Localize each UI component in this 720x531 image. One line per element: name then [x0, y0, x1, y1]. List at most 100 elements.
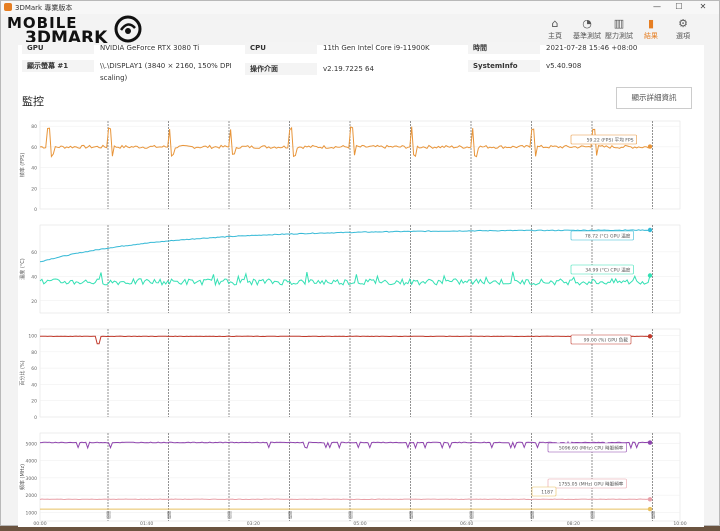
- series-end-marker: [647, 506, 653, 512]
- y-tick-label: 40: [31, 274, 37, 280]
- show-details-button[interactable]: 顯示詳細資訊: [616, 87, 692, 109]
- monitoring-charts: 0 20 40 60 80 幀率 (FPS) 59.22 (FPS) 平均 FPS 20 40 6…: [18, 115, 704, 527]
- y-tick-label: 0: [34, 207, 37, 213]
- y-tick-label: 0: [34, 415, 37, 421]
- monitoring-title: 監控: [22, 95, 44, 108]
- display-value: \\.\DISPLAY1 (3840 × 2160, 150% DPI scal…: [100, 62, 232, 82]
- loop-marker-label: 迴圈: [347, 511, 353, 519]
- x-tick-label: 10:00: [673, 521, 686, 527]
- time-value: 2021-07-28 15:46 +08:00: [546, 44, 638, 52]
- y-tick-label: 60: [31, 366, 37, 372]
- y-tick-label: 20: [31, 299, 37, 305]
- top-navigation: ⌂ 主頁 ◔ 基準測試 ▥ 壓力測試 ▮ 結果 ⚙ 選項: [539, 17, 699, 45]
- nav-stress-label: 壓力測試: [605, 32, 633, 40]
- logo-line1: MOBILE: [7, 14, 78, 32]
- series-end-marker: [647, 273, 653, 278]
- legend-label: 1187: [541, 490, 553, 496]
- os-label: 操作介面: [245, 63, 317, 75]
- legend-label: 59.22 (FPS) 平均 FPS: [587, 137, 634, 144]
- nav-benchmarks[interactable]: ◔ 基準測試: [571, 17, 603, 45]
- y-tick-label: 20: [31, 399, 37, 405]
- series-line-GPU 負載: [39, 335, 651, 345]
- y-tick-label: 20: [31, 186, 37, 192]
- nav-home[interactable]: ⌂ 主頁: [539, 17, 571, 45]
- time-label: 時間: [468, 42, 540, 54]
- display-label: 顯示螢幕 #1: [22, 60, 94, 72]
- loop-marker-label: 迴圈: [166, 511, 172, 519]
- sysinfo-value: v5.40.908: [546, 62, 582, 70]
- series-end-marker: [647, 144, 653, 149]
- y-tick-label: 60: [31, 145, 37, 151]
- cpu-label: CPU: [245, 42, 317, 54]
- series-end-marker: [647, 227, 653, 233]
- legend-label: 5096.60 (MHz) CPU 時脈頻率: [559, 445, 624, 452]
- y-axis-label: 溫度 (°C): [19, 258, 26, 280]
- y-tick-label: 80: [31, 350, 37, 356]
- y-tick-label: 100: [28, 334, 37, 340]
- gpu-label: GPU: [22, 42, 94, 54]
- series-line-GPU 時脈頻率: [39, 498, 651, 501]
- loop-marker-label: 迴圈: [226, 511, 232, 519]
- legend-label: 99.00 (%) GPU 負載: [584, 337, 629, 344]
- loop-marker-label: 迴圈: [589, 511, 595, 519]
- app-icon: [4, 3, 12, 11]
- series-end-marker: [647, 334, 653, 339]
- title-bar: 3DMark 專業版本 — ☐ ✕: [1, 1, 719, 14]
- monitoring-chart-svg: 0 20 40 60 80 幀率 (FPS) 59.22 (FPS) 平均 FPS 20 40 6…: [19, 120, 687, 527]
- legend-label: 1755.05 (MHz) GPU 時脈頻率: [559, 481, 624, 488]
- chart-panel-0: [39, 120, 681, 210]
- logo-mark-icon: [114, 15, 142, 43]
- y-tick-label: 40: [31, 382, 37, 388]
- results-content: GPU NVIDIA GeForce RTX 3080 Ti 顯示螢幕 #1 \…: [18, 42, 704, 527]
- nav-results[interactable]: ▮ 結果: [635, 17, 667, 45]
- y-tick-label: 2000: [26, 493, 38, 499]
- gear-icon: ⚙: [678, 17, 688, 30]
- series-end-marker: [647, 440, 653, 445]
- nav-benchmarks-label: 基準測試: [573, 32, 601, 40]
- x-tick-label: 00:00: [33, 521, 46, 527]
- x-tick-label: 06:40: [460, 521, 473, 527]
- loop-marker-label: 迴圈: [468, 511, 474, 519]
- y-tick-label: 40: [31, 166, 37, 172]
- minimize-button[interactable]: —: [653, 2, 661, 11]
- gpu-value: NVIDIA GeForce RTX 3080 Ti: [100, 44, 200, 52]
- y-tick-label: 3000: [26, 476, 38, 482]
- close-button[interactable]: ✕: [699, 2, 707, 11]
- window-title: 3DMark 專業版本: [15, 4, 73, 12]
- y-tick-label: 4000: [26, 459, 38, 465]
- legend-box: [570, 264, 634, 275]
- nav-options-label: 選項: [676, 32, 690, 40]
- loop-marker-label: 迴圈: [287, 511, 293, 519]
- x-tick-label: 01:40: [140, 521, 153, 527]
- legend-label: 78.72 (°C) GPU 溫度: [585, 233, 631, 240]
- nav-options[interactable]: ⚙ 選項: [667, 17, 699, 45]
- bar-chart-icon: ▥: [613, 17, 625, 30]
- loop-marker-label: 迴圈: [408, 511, 414, 519]
- x-tick-label: 05:00: [353, 521, 366, 527]
- series-line-GPU 溫度: [39, 229, 651, 263]
- x-tick-label: 08:20: [567, 521, 580, 527]
- loop-marker-label: 迴圈: [105, 511, 111, 519]
- legend-box: [570, 334, 632, 345]
- os-value: v2.19.7225 64: [323, 65, 374, 73]
- y-tick-label: 60: [31, 250, 37, 256]
- y-tick-label: 80: [31, 124, 37, 130]
- y-axis-label: 幀率 (FPS): [19, 153, 26, 178]
- series-line-CPU 溫度: [39, 271, 651, 287]
- nav-stress-tests[interactable]: ▥ 壓力測試: [603, 17, 635, 45]
- nav-results-label: 結果: [644, 32, 658, 40]
- y-axis-label: 頻率 (MHz): [19, 464, 26, 490]
- system-info-table: GPU NVIDIA GeForce RTX 3080 Ti 顯示螢幕 #1 \…: [18, 42, 704, 82]
- legend-box: [531, 486, 557, 497]
- series-line-幀率: [39, 126, 651, 158]
- sysinfo-label: SystemInfo: [468, 60, 540, 72]
- series-line-CPU 時脈頻率: [39, 440, 651, 450]
- cpu-value: 11th Gen Intel Core i9-11900K: [323, 44, 430, 52]
- gauge-icon: ◔: [582, 17, 592, 30]
- y-axis-label: 百分比 (%): [19, 360, 26, 385]
- maximize-button[interactable]: ☐: [675, 2, 683, 11]
- legend-box: [570, 230, 634, 241]
- legend-box: [547, 478, 627, 489]
- loop-marker-label: 迴圈: [650, 511, 656, 519]
